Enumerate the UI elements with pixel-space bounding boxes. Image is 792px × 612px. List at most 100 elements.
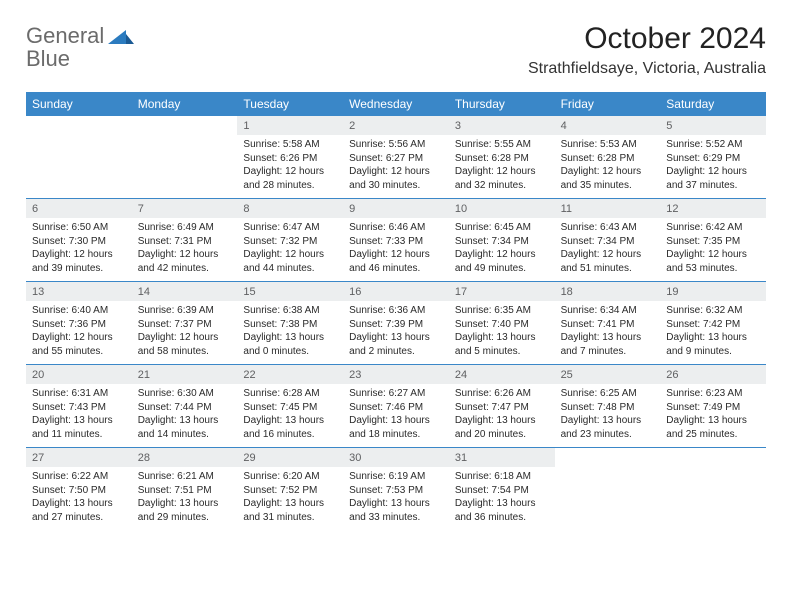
day-detail-line: Daylight: 12 hours (138, 331, 232, 345)
day-detail-line: Daylight: 12 hours (666, 248, 760, 262)
calendar-cell (132, 116, 238, 198)
day-detail-line: Sunset: 7:49 PM (666, 401, 760, 415)
day-detail-line: and 36 minutes. (455, 511, 549, 525)
day-detail-line: and 2 minutes. (349, 345, 443, 359)
header: General Blue October 2024 Strathfieldsay… (26, 22, 766, 78)
day-detail-line: Daylight: 12 hours (349, 248, 443, 262)
calendar-cell: 12Sunrise: 6:42 AMSunset: 7:35 PMDayligh… (660, 199, 766, 281)
day-number: 6 (26, 199, 132, 218)
day-detail-line: Sunset: 7:44 PM (138, 401, 232, 415)
day-detail-line: Daylight: 13 hours (455, 414, 549, 428)
calendar-cell: 17Sunrise: 6:35 AMSunset: 7:40 PMDayligh… (449, 282, 555, 364)
day-detail-line: and 23 minutes. (561, 428, 655, 442)
day-details: Sunrise: 6:23 AMSunset: 7:49 PMDaylight:… (660, 384, 766, 447)
day-detail-line: Sunset: 7:52 PM (243, 484, 337, 498)
weekday-header: Monday (132, 92, 238, 116)
day-details: Sunrise: 6:20 AMSunset: 7:52 PMDaylight:… (237, 467, 343, 530)
calendar-cell: 22Sunrise: 6:28 AMSunset: 7:45 PMDayligh… (237, 365, 343, 447)
day-details: Sunrise: 6:46 AMSunset: 7:33 PMDaylight:… (343, 218, 449, 281)
location: Strathfieldsaye, Victoria, Australia (528, 60, 766, 78)
weekday-header: Saturday (660, 92, 766, 116)
day-detail-line: and 11 minutes. (32, 428, 126, 442)
day-details: Sunrise: 6:47 AMSunset: 7:32 PMDaylight:… (237, 218, 343, 281)
day-detail-line: Daylight: 13 hours (138, 414, 232, 428)
calendar-cell (660, 448, 766, 530)
calendar-cell: 21Sunrise: 6:30 AMSunset: 7:44 PMDayligh… (132, 365, 238, 447)
day-details: Sunrise: 6:27 AMSunset: 7:46 PMDaylight:… (343, 384, 449, 447)
weekday-header: Sunday (26, 92, 132, 116)
calendar-cell: 19Sunrise: 6:32 AMSunset: 7:42 PMDayligh… (660, 282, 766, 364)
day-detail-line: Sunset: 7:36 PM (32, 318, 126, 332)
weekday-header: Friday (555, 92, 661, 116)
day-details: Sunrise: 6:19 AMSunset: 7:53 PMDaylight:… (343, 467, 449, 530)
day-details: Sunrise: 6:30 AMSunset: 7:44 PMDaylight:… (132, 384, 238, 447)
day-number: 16 (343, 282, 449, 301)
calendar-header-row: SundayMondayTuesdayWednesdayThursdayFrid… (26, 92, 766, 116)
day-detail-line: Sunset: 7:31 PM (138, 235, 232, 249)
calendar-cell: 30Sunrise: 6:19 AMSunset: 7:53 PMDayligh… (343, 448, 449, 530)
day-detail-line: Sunset: 6:26 PM (243, 152, 337, 166)
day-number: 8 (237, 199, 343, 218)
day-detail-line: Sunset: 7:35 PM (666, 235, 760, 249)
day-detail-line: and 5 minutes. (455, 345, 549, 359)
day-detail-line: Daylight: 13 hours (243, 414, 337, 428)
calendar-cell: 18Sunrise: 6:34 AMSunset: 7:41 PMDayligh… (555, 282, 661, 364)
day-number: 2 (343, 116, 449, 135)
day-details: Sunrise: 5:53 AMSunset: 6:28 PMDaylight:… (555, 135, 661, 198)
day-detail-line: and 20 minutes. (455, 428, 549, 442)
day-number: 20 (26, 365, 132, 384)
day-number: 14 (132, 282, 238, 301)
calendar: SundayMondayTuesdayWednesdayThursdayFrid… (26, 92, 766, 530)
day-detail-line: Daylight: 13 hours (32, 414, 126, 428)
day-detail-line: Sunset: 7:43 PM (32, 401, 126, 415)
day-details: Sunrise: 6:21 AMSunset: 7:51 PMDaylight:… (132, 467, 238, 530)
day-detail-line: Sunset: 7:40 PM (455, 318, 549, 332)
day-detail-line: Daylight: 13 hours (349, 497, 443, 511)
calendar-cell: 10Sunrise: 6:45 AMSunset: 7:34 PMDayligh… (449, 199, 555, 281)
day-detail-line: Daylight: 13 hours (349, 414, 443, 428)
day-number: 18 (555, 282, 661, 301)
day-detail-line: Sunrise: 6:49 AM (138, 221, 232, 235)
calendar-cell: 26Sunrise: 6:23 AMSunset: 7:49 PMDayligh… (660, 365, 766, 447)
day-detail-line: Sunset: 7:46 PM (349, 401, 443, 415)
title-block: October 2024 Strathfieldsaye, Victoria, … (528, 22, 766, 78)
calendar-cell: 29Sunrise: 6:20 AMSunset: 7:52 PMDayligh… (237, 448, 343, 530)
day-detail-line: Sunrise: 6:34 AM (561, 304, 655, 318)
day-detail-line: Sunset: 7:39 PM (349, 318, 443, 332)
day-details: Sunrise: 6:45 AMSunset: 7:34 PMDaylight:… (449, 218, 555, 281)
day-number: 15 (237, 282, 343, 301)
calendar-cell: 15Sunrise: 6:38 AMSunset: 7:38 PMDayligh… (237, 282, 343, 364)
logo-line2: Blue (26, 47, 104, 70)
day-detail-line: Daylight: 13 hours (561, 414, 655, 428)
day-detail-line: Sunset: 7:41 PM (561, 318, 655, 332)
day-details: Sunrise: 6:38 AMSunset: 7:38 PMDaylight:… (237, 301, 343, 364)
calendar-cell: 13Sunrise: 6:40 AMSunset: 7:36 PMDayligh… (26, 282, 132, 364)
day-detail-line: Sunset: 6:28 PM (561, 152, 655, 166)
calendar-cell: 7Sunrise: 6:49 AMSunset: 7:31 PMDaylight… (132, 199, 238, 281)
day-detail-line: Sunrise: 6:23 AM (666, 387, 760, 401)
day-detail-line: Daylight: 12 hours (455, 165, 549, 179)
day-detail-line: Sunrise: 5:58 AM (243, 138, 337, 152)
calendar-cell: 9Sunrise: 6:46 AMSunset: 7:33 PMDaylight… (343, 199, 449, 281)
day-detail-line: Sunrise: 5:55 AM (455, 138, 549, 152)
calendar-body: 1Sunrise: 5:58 AMSunset: 6:26 PMDaylight… (26, 116, 766, 530)
day-detail-line: and 16 minutes. (243, 428, 337, 442)
day-detail-line: Sunrise: 6:45 AM (455, 221, 549, 235)
day-details: Sunrise: 6:36 AMSunset: 7:39 PMDaylight:… (343, 301, 449, 364)
day-detail-line: and 31 minutes. (243, 511, 337, 525)
day-detail-line: and 14 minutes. (138, 428, 232, 442)
day-number: 28 (132, 448, 238, 467)
day-details: Sunrise: 6:34 AMSunset: 7:41 PMDaylight:… (555, 301, 661, 364)
day-detail-line: Daylight: 12 hours (561, 248, 655, 262)
day-details: Sunrise: 6:50 AMSunset: 7:30 PMDaylight:… (26, 218, 132, 281)
day-detail-line: Daylight: 13 hours (349, 331, 443, 345)
day-number: 30 (343, 448, 449, 467)
day-number: 13 (26, 282, 132, 301)
day-detail-line: and 44 minutes. (243, 262, 337, 276)
day-detail-line: Sunset: 7:42 PM (666, 318, 760, 332)
day-detail-line: Daylight: 12 hours (243, 165, 337, 179)
day-detail-line: Sunset: 7:54 PM (455, 484, 549, 498)
day-number: 11 (555, 199, 661, 218)
day-detail-line: Daylight: 12 hours (455, 248, 549, 262)
day-detail-line: Daylight: 12 hours (32, 331, 126, 345)
